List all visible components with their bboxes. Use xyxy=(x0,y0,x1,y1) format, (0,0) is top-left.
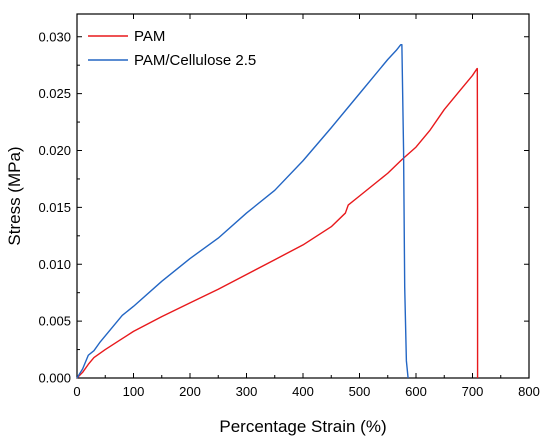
y-tick-label: 0.025 xyxy=(38,86,71,101)
x-tick-label: 200 xyxy=(179,384,201,399)
x-tick-label: 600 xyxy=(405,384,427,399)
x-tick-label: 100 xyxy=(123,384,145,399)
x-tick-label: 300 xyxy=(236,384,258,399)
legend-label-pam-cellulose: PAM/Cellulose 2.5 xyxy=(134,52,256,69)
x-tick-label: 400 xyxy=(292,384,314,399)
series-layer xyxy=(76,44,479,379)
series-line-pam-cellulose xyxy=(76,44,409,379)
ticks-layer: 0 100 200 300 400 500 600 700 800 0.000 0.005 0.010… xyxy=(38,14,540,399)
y-tick-label: 0.005 xyxy=(38,314,71,329)
y-tick-label: 0.000 xyxy=(38,371,71,386)
y-tick-label: 0.020 xyxy=(38,143,71,158)
x-tick-label: 500 xyxy=(349,384,371,399)
x-tick-label: 800 xyxy=(518,384,540,399)
y-axis-title: Stress (MPa) xyxy=(5,146,24,245)
y-tick-label: 0.015 xyxy=(38,200,71,215)
x-tick-label: 0 xyxy=(73,384,80,399)
legend: PAM PAM/Cellulose 2.5 xyxy=(88,28,256,69)
x-tick-label: 700 xyxy=(462,384,484,399)
x-axis-title: Percentage Strain (%) xyxy=(219,417,386,436)
series-line-pam xyxy=(76,67,479,379)
y-tick-label: 0.010 xyxy=(38,257,71,272)
y-tick-label: 0.030 xyxy=(38,29,71,44)
legend-label-pam: PAM xyxy=(134,28,165,45)
